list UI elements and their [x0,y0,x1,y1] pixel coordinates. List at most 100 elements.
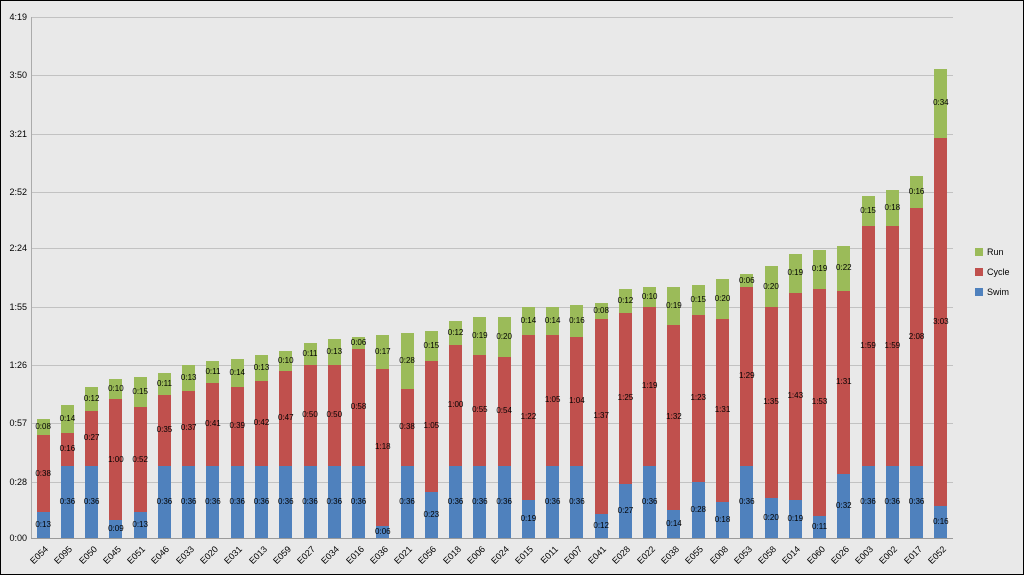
y-axis-tick-label: 0:28 [9,476,27,487]
bar-segment-run [449,320,463,345]
bar-segment-value-label: 0:12 [593,520,609,530]
bar-segment-run [885,189,899,227]
bar-segment-value-label: 1:00 [108,454,124,464]
bar-segment-value-label: 0:09 [108,523,124,533]
bar-segment-run [813,250,827,289]
bar-segment-run [667,286,681,325]
bar-segment-value-label: 0:13 [132,519,148,529]
bar-segment-value-label: 0:28 [399,355,415,365]
legend-item-swim: Swim [975,287,1010,297]
bar-segment-value-label: 0:36 [860,496,876,506]
bar-segment-value-label: 0:06 [375,526,391,536]
bar-segment-cycle [206,383,220,466]
y-axis-line [31,17,32,538]
bar-segment-value-label: 0:27 [617,505,634,515]
gridline [31,365,953,366]
bar-segment-value-label: 0:37 [180,423,197,433]
bar-segment-value-label: 0:20 [763,281,779,291]
bar-segment-cycle [837,290,851,474]
bar-segment-value-label: 0:14 [666,518,682,528]
bar-segment-run [230,358,244,388]
y-axis-tick-label: 4:19 [9,12,27,22]
bar-segment-value-label: 0:16 [933,516,949,526]
bar-segment-run [473,316,487,355]
bar-segment-value-label: 0:58 [350,402,367,412]
bar-segment-value-label: 0:52 [132,454,148,464]
bar-segment-value-label: 0:13 [326,346,343,356]
bar-segment-value-label: 0:22 [836,263,852,273]
bar-segment-swim [376,525,390,538]
bar-segment-cycle [740,286,754,466]
bar-segment-value-label: 0:19 [787,268,804,278]
bar-segment-run [279,350,293,372]
bar-segment-swim [861,465,875,538]
bar-segment-run [643,286,657,307]
bar-segment-value-label: 0:27 [83,433,100,443]
bar-segment-value-label: 0:14 [59,414,76,424]
bar-segment-value-label: 0:14 [229,368,246,378]
bar-segment-swim [885,465,899,538]
bar-segment-swim [60,465,74,538]
bar-segment-value-label: 0:36 [350,496,367,506]
bar-segment-run [837,246,851,291]
bar-segment-cycle [934,137,948,506]
bar-segment-value-label: 0:19 [787,513,804,523]
bar-segment-cycle [85,411,99,466]
bar-segment-cycle [157,395,171,466]
bar-segment-cycle [230,387,244,466]
bar-segment-value-label: 0:36 [884,496,901,506]
bar-segment-value-label: 0:15 [690,294,707,304]
gridline [31,481,953,483]
bar-segment-value-label: 0:42 [253,418,270,428]
bar-segment-run [255,354,268,382]
bar-segment-run [303,342,317,365]
bar-segment-swim [157,465,171,538]
bar-segment-swim [327,465,341,538]
bar-segment-value-label: 0:20 [714,293,731,303]
bar-segment-cycle [667,324,681,510]
bar-segment-cycle [594,318,608,514]
bar-segment-value-label: 0:11 [205,367,221,377]
bar-segment-swim [910,465,924,538]
bar-segment-value-label: 0:12 [617,295,634,305]
bar-segment-swim [279,465,293,538]
bar-segment-value-label: 0:20 [763,512,779,522]
bar-segment-swim [764,497,778,538]
bar-segment-value-label: 1:35 [763,397,779,407]
bar-segment-cycle [885,226,899,466]
bar-segment-cycle [109,399,123,520]
bar-segment-value-label: 0:12 [83,394,100,404]
bar-segment-value-label: 0:39 [229,421,246,431]
bar-segment-cycle [449,344,463,466]
bar-segment-cycle [255,381,268,466]
y-axis-tick-label: 3:50 [9,70,27,81]
bar-segment-cycle [352,348,366,466]
bar-segment-run [910,175,924,209]
gridline [31,192,953,193]
bar-segment-value-label: 0:36 [908,496,925,506]
bar-segment-swim [618,483,632,538]
bar-segment-swim [449,465,463,538]
bar-segment-value-label: 0:18 [884,203,901,213]
bar-segment-value-label: 0:13 [180,373,197,383]
bar-segment-value-label: 0:36 [326,496,343,506]
bar-segment-value-label: 0:36 [472,496,488,506]
bar-segment-run [424,330,438,361]
bar-segment-value-label: 0:32 [836,500,852,510]
bar-segment-swim [36,511,50,538]
bar-segment-value-label: 0:13 [253,363,270,373]
bar-segment-swim [206,465,220,538]
bar-segment-swim [643,465,657,538]
bar-segment-run [861,196,875,227]
bar-segment-swim [424,491,438,538]
bar-segment-value-label: 0:36 [641,496,658,506]
bar-segment-value-label: 0:36 [399,496,415,506]
bar-segment-cycle [570,336,584,466]
bar-segment-run [740,274,754,287]
bar-segment-value-label: 0:10 [641,291,658,301]
bar-segment-value-label: 0:14 [520,315,537,325]
bar-segment-swim [133,511,147,538]
bar-segment-value-label: 0:28 [690,504,707,514]
bar-segment-run [36,419,50,436]
bar-segment-value-label: 0:06 [738,275,755,285]
